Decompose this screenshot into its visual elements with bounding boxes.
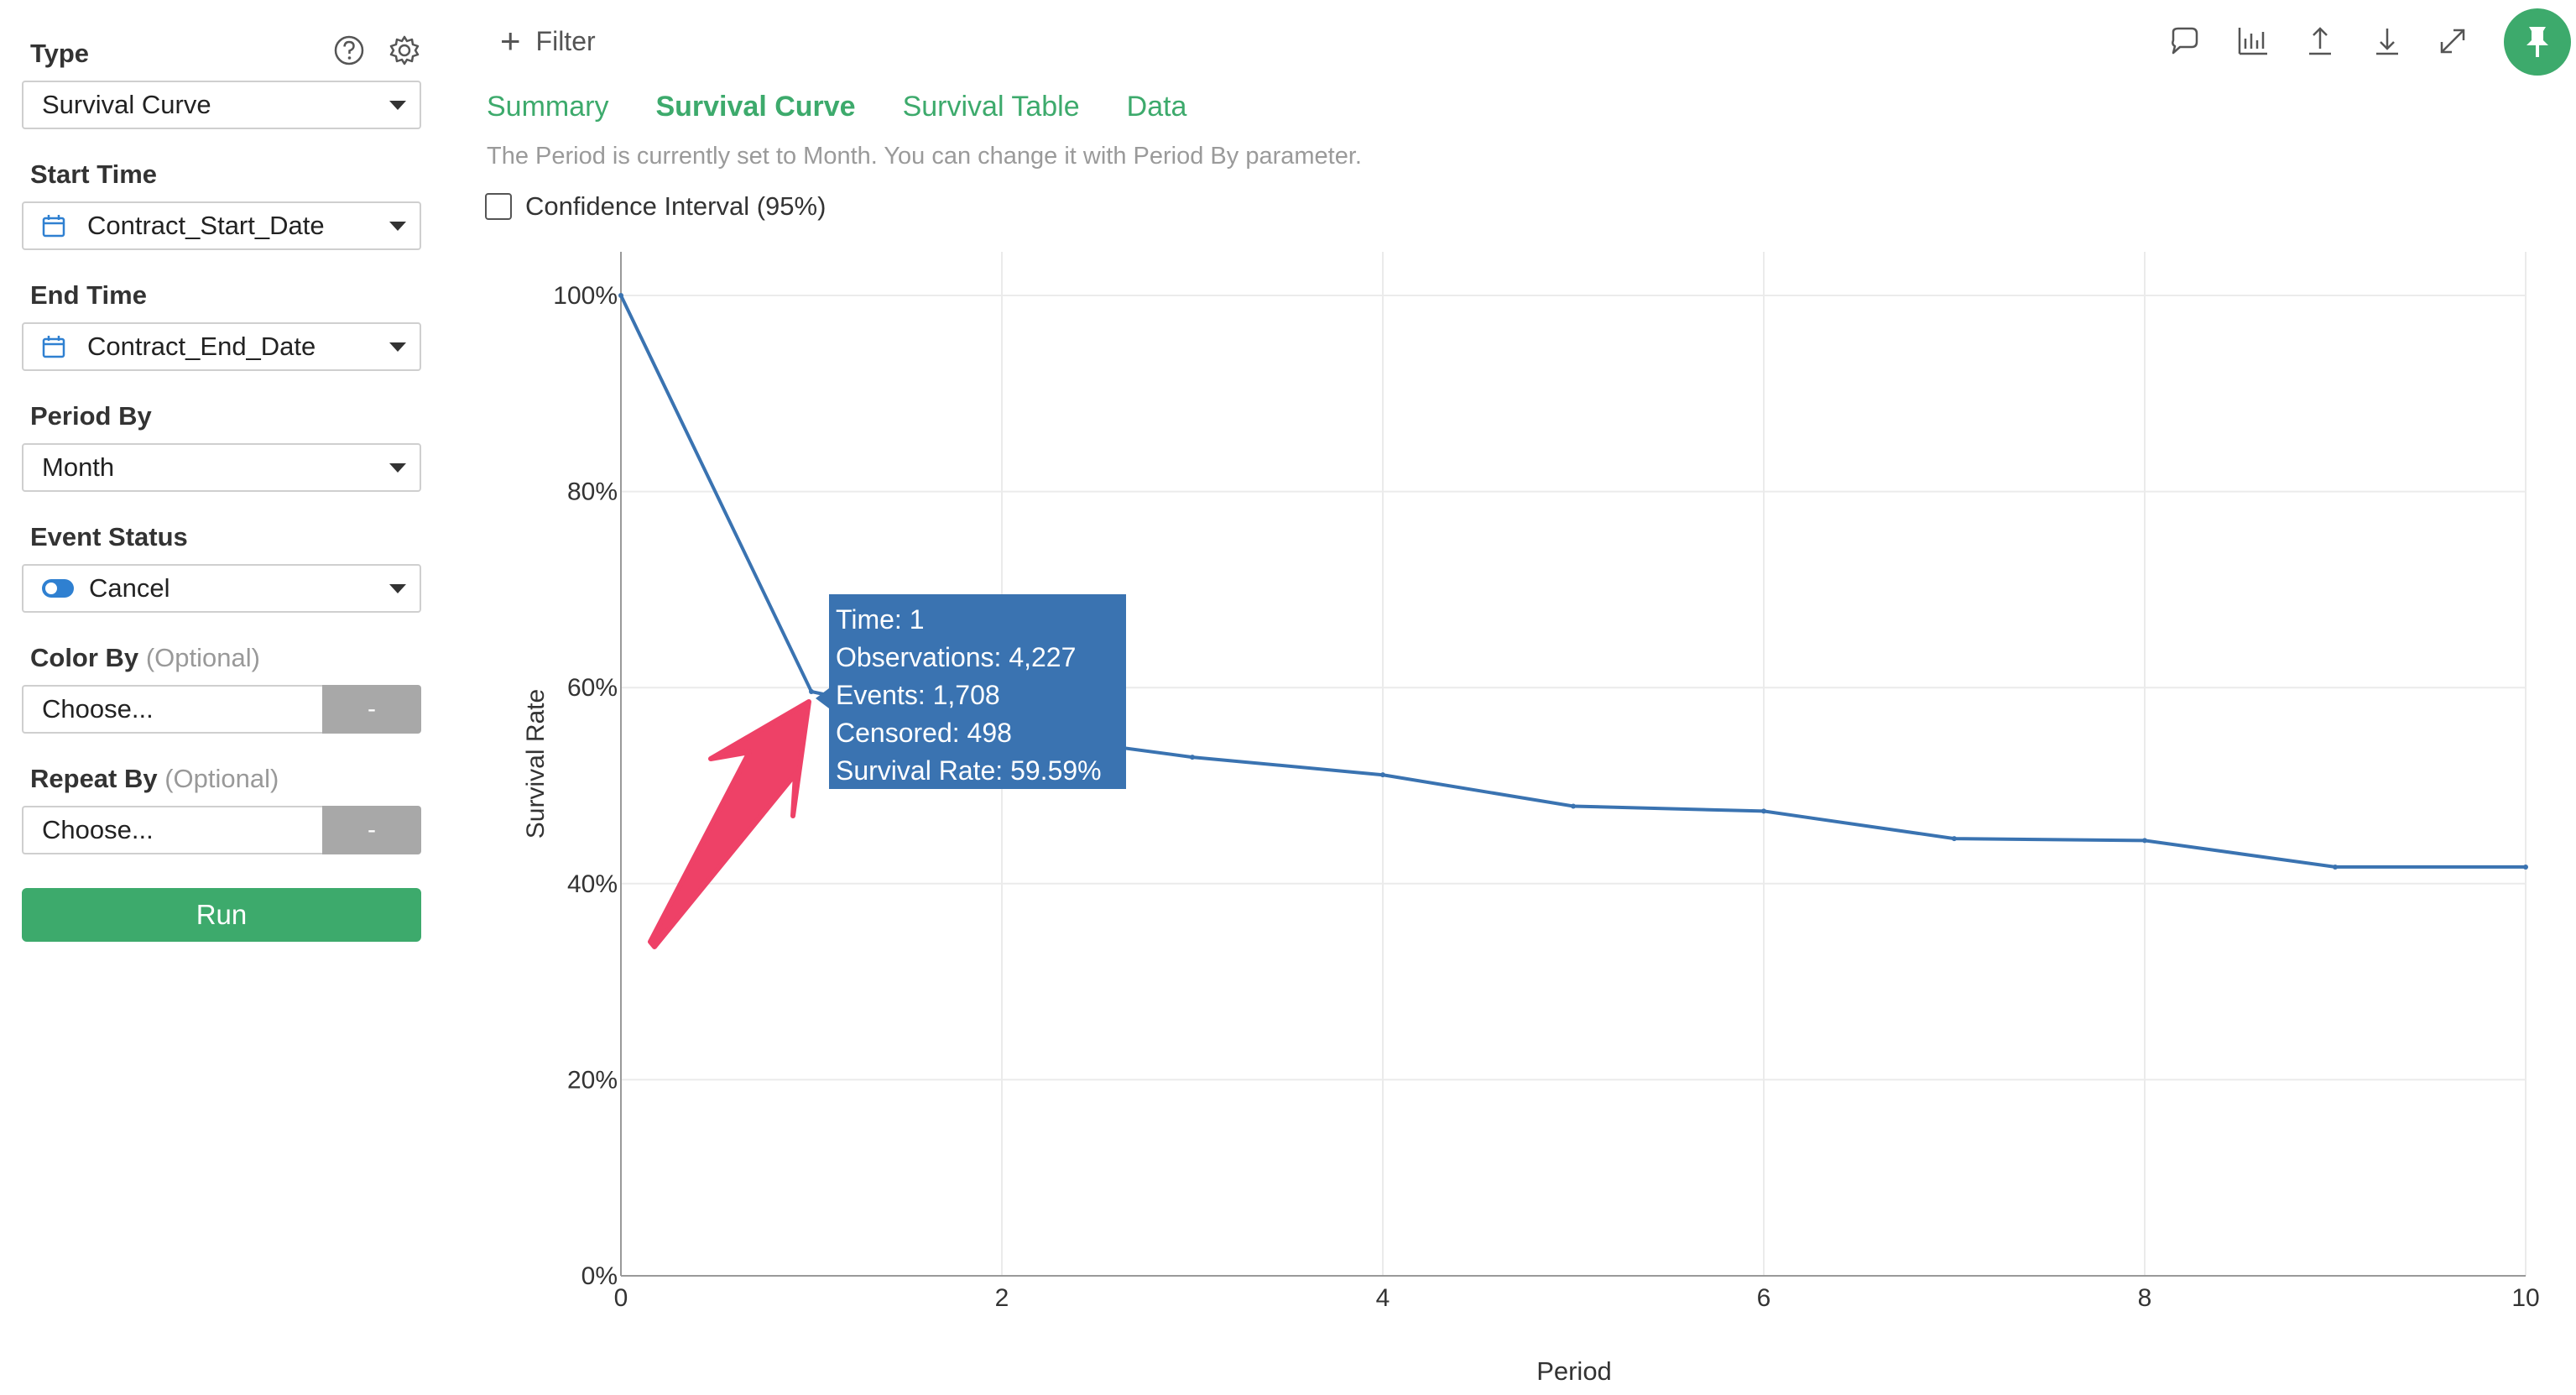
repeat-by-optional: (Optional) <box>164 764 279 793</box>
data-point[interactable] <box>2333 864 2338 870</box>
event-status-select[interactable]: Cancel <box>22 564 421 613</box>
pin-icon <box>2526 27 2548 57</box>
data-point[interactable] <box>2523 864 2528 870</box>
annotation-arrow <box>648 699 811 949</box>
end-time-value: Contract_End_Date <box>87 332 316 361</box>
data-tooltip: Time: 1 Observations: 4,227 Events: 1,70… <box>829 594 1126 789</box>
color-by-optional: (Optional) <box>145 643 260 672</box>
confidence-interval-checkbox[interactable] <box>485 193 512 220</box>
data-point[interactable] <box>809 688 814 694</box>
data-point[interactable] <box>2142 838 2147 844</box>
tick-labels: 0% 20% 40% 60% 80% 100% 0 2 4 6 8 10 <box>553 282 2539 1312</box>
data-point[interactable] <box>1190 755 1195 760</box>
calendar-icon <box>42 215 65 238</box>
data-point[interactable] <box>618 293 623 298</box>
expand-icon[interactable] <box>2435 24 2470 59</box>
start-time-select[interactable]: Contract_Start_Date <box>22 201 421 250</box>
chevron-down-icon <box>389 463 406 473</box>
data-point[interactable] <box>1761 808 1766 814</box>
data-point[interactable] <box>1380 772 1385 778</box>
chevron-down-icon <box>389 222 406 231</box>
repeat-by-label-text: Repeat By <box>30 764 158 793</box>
period-by-value: Month <box>42 452 115 482</box>
tab-survival-curve[interactable]: Survival Curve <box>655 91 856 123</box>
repeat-by-chooser: Choose... - <box>22 806 421 854</box>
tab-data[interactable]: Data <box>1126 91 1187 123</box>
grid-lines <box>621 252 2526 1276</box>
end-time-select[interactable]: Contract_End_Date <box>22 322 421 371</box>
tooltip-censored: Censored: 498 <box>836 718 1012 748</box>
repeat-by-select[interactable]: Choose... <box>22 806 322 854</box>
x-tick-label: 10 <box>2511 1284 2539 1312</box>
type-select-value: Survival Curve <box>42 90 211 119</box>
gear-icon[interactable] <box>388 34 421 67</box>
color-by-select[interactable]: Choose... <box>22 685 322 734</box>
x-tick-label: 6 <box>1757 1284 1771 1312</box>
plus-icon: + <box>500 21 521 60</box>
y-tick-label: 20% <box>567 1066 618 1094</box>
repeat-by-clear-button[interactable]: - <box>322 806 421 854</box>
confidence-interval-label: Confidence Interval (95%) <box>525 191 827 221</box>
sidebar: Type Survival Curve Start Time Contract_… <box>0 0 445 1395</box>
y-tick-label: 100% <box>553 282 618 310</box>
tooltip-time: Time: 1 <box>836 604 925 635</box>
y-axis-label: Survival Rate <box>522 689 550 839</box>
color-by-clear-button[interactable]: - <box>322 685 421 734</box>
help-icon[interactable] <box>332 34 366 67</box>
end-time-label: End Time <box>30 280 147 310</box>
chevron-down-icon <box>389 342 406 352</box>
x-tick-label: 4 <box>1376 1284 1390 1312</box>
comment-icon[interactable] <box>2167 24 2202 59</box>
pin-button[interactable] <box>2504 8 2571 76</box>
color-by-chooser: Choose... - <box>22 685 421 734</box>
tooltip-pointer <box>816 688 829 708</box>
y-tick-label: 0% <box>581 1262 618 1290</box>
start-time-value: Contract_Start_Date <box>87 211 325 240</box>
y-tick-label: 80% <box>567 478 618 506</box>
calendar-icon <box>42 336 65 358</box>
toggle-icon <box>42 579 74 598</box>
x-tick-label: 0 <box>614 1284 628 1312</box>
event-status-label: Event Status <box>30 522 188 551</box>
x-axis-label: Period <box>1536 1356 1612 1386</box>
type-label: Type <box>30 39 90 68</box>
filter-label: Filter <box>535 25 596 56</box>
data-point[interactable] <box>1952 836 1957 842</box>
period-hint: The Period is currently set to Month. Yo… <box>487 143 1362 170</box>
confidence-interval-option[interactable]: Confidence Interval (95%) <box>485 191 826 222</box>
upload-icon[interactable] <box>2302 24 2338 59</box>
tooltip-observations: Observations: 4,227 <box>836 642 1077 672</box>
tooltip-events: Events: 1,708 <box>836 680 1000 710</box>
repeat-by-label: Repeat By (Optional) <box>30 764 279 794</box>
color-by-label: Color By (Optional) <box>30 643 260 673</box>
tooltip-survival-rate: Survival Rate: 59.59% <box>836 755 1102 786</box>
tab-summary[interactable]: Summary <box>487 91 609 123</box>
filter-button[interactable]: + Filter <box>500 24 596 59</box>
type-select[interactable]: Survival Curve <box>22 81 421 129</box>
x-tick-label: 2 <box>995 1284 1009 1312</box>
tab-bar: Summary Survival Curve Survival Table Da… <box>487 91 1233 123</box>
y-tick-label: 60% <box>567 674 618 702</box>
x-tick-label: 8 <box>2138 1284 2152 1312</box>
event-status-value: Cancel <box>89 573 170 603</box>
period-by-label: Period By <box>30 401 152 431</box>
axes <box>620 252 2526 1277</box>
chevron-down-icon <box>389 101 406 110</box>
y-tick-label: 40% <box>567 870 618 898</box>
run-button[interactable]: Run <box>22 888 421 942</box>
data-point[interactable] <box>1571 803 1576 809</box>
download-icon[interactable] <box>2370 24 2405 59</box>
bar-chart-icon[interactable] <box>2235 24 2271 59</box>
chevron-down-icon <box>389 584 406 593</box>
tab-survival-table[interactable]: Survival Table <box>902 91 1080 123</box>
start-time-label: Start Time <box>30 159 158 189</box>
color-by-label-text: Color By <box>30 643 139 672</box>
period-by-select[interactable]: Month <box>22 443 421 492</box>
